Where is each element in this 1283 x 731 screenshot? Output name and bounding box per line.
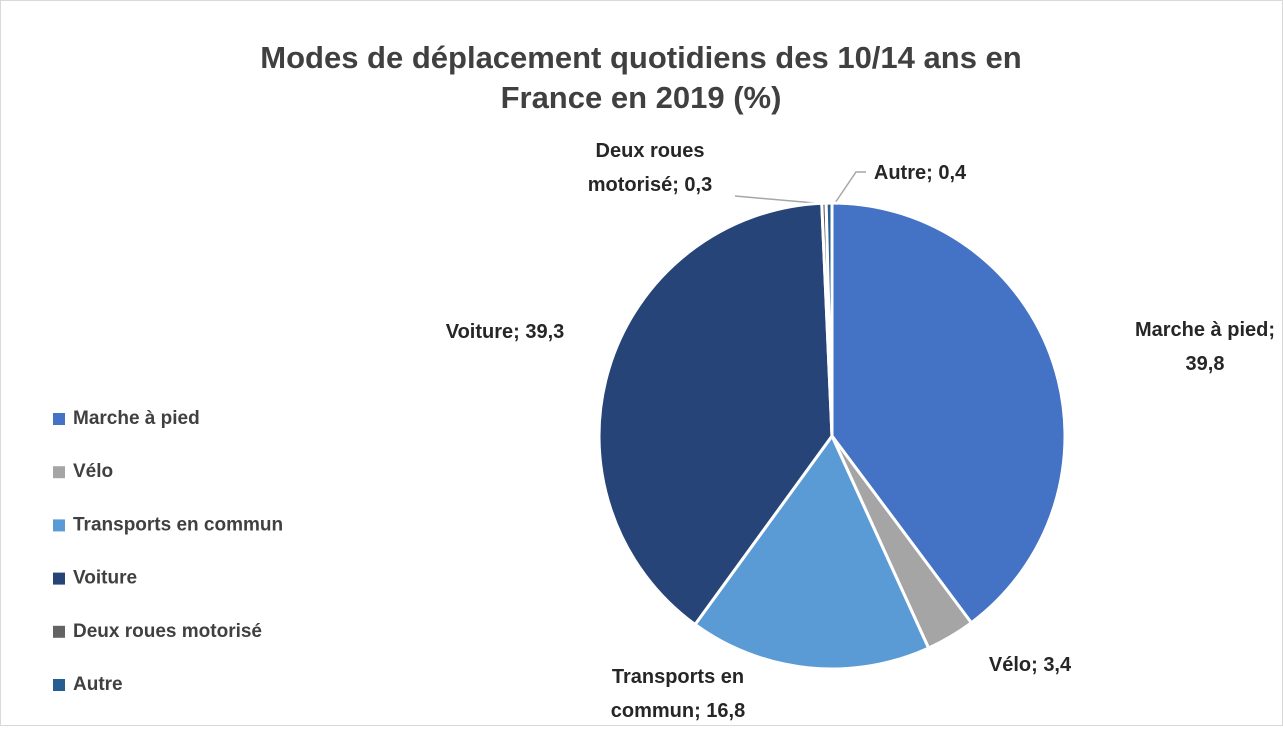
legend-label: Autre bbox=[73, 674, 123, 695]
legend-label: Deux roues motorisé bbox=[73, 621, 262, 642]
data-label: Vélo; 3,4 bbox=[989, 654, 1072, 676]
pie-slice bbox=[597, 201, 834, 627]
legend-swatch bbox=[53, 519, 65, 532]
data-label: Deux roues motorisé; 0,3 bbox=[588, 140, 712, 196]
legend-label: Vélo bbox=[73, 461, 113, 482]
data-label: Transports en commun; 16,8 bbox=[611, 666, 745, 722]
legend-swatch bbox=[53, 572, 65, 585]
leader-line bbox=[834, 171, 866, 204]
data-label: Autre; 0,4 bbox=[874, 162, 967, 184]
pie-slice bbox=[830, 201, 1067, 625]
legend-label: Transports en commun bbox=[73, 514, 283, 535]
legend-label: Marche à pied bbox=[73, 408, 200, 429]
legend-swatch bbox=[53, 625, 65, 638]
chart-title: Modes de déplacement quotidiens des 10/1… bbox=[260, 40, 1021, 115]
pie-slice bbox=[692, 433, 931, 671]
legend-swatch bbox=[53, 679, 65, 691]
pie-slice bbox=[824, 201, 834, 437]
data-label: Marche à pied; 39,8 bbox=[1135, 319, 1275, 375]
legend-swatch bbox=[53, 413, 65, 425]
legend-swatch bbox=[53, 466, 65, 479]
data-label: Voiture; 39,3 bbox=[446, 321, 565, 343]
legend-label: Voiture bbox=[73, 568, 137, 589]
